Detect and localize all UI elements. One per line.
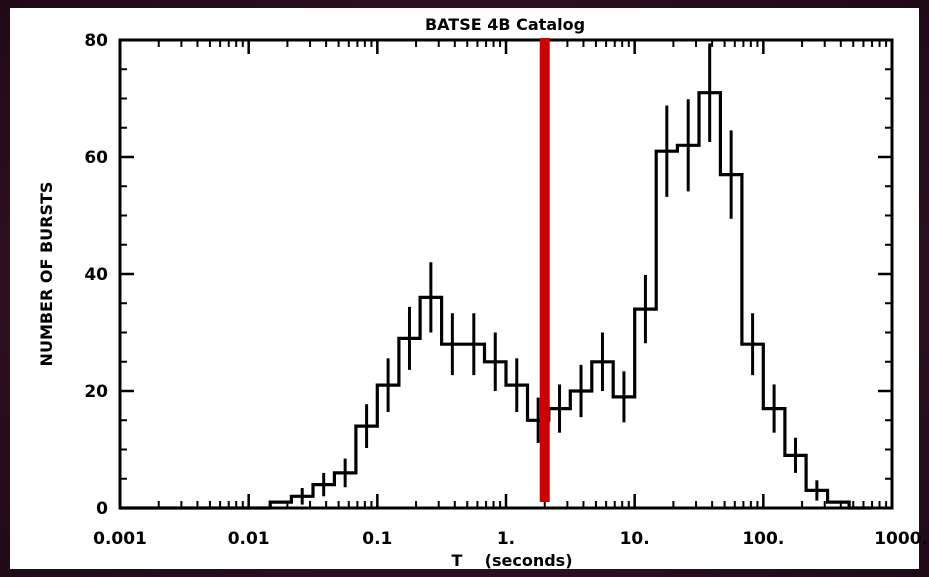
chart-title: BATSE 4B Catalog: [425, 15, 585, 34]
y-tick-label: 20: [84, 382, 108, 402]
histogram-step-line: [120, 91, 871, 510]
plot-frame: [118, 38, 894, 510]
y-tick-label: 0: [96, 499, 108, 519]
y-axis-label: NUMBER OF BURSTS: [37, 182, 56, 367]
x-tick-label: 0.01: [228, 529, 270, 549]
x-tick-label: 0.001: [93, 529, 147, 549]
x-axis-label: T (seconds): [451, 551, 572, 570]
x-tick-label: 100.: [742, 529, 784, 549]
y-tick-label: 80: [84, 31, 108, 51]
chart-panel: [10, 8, 919, 569]
x-tick-label: 0.1: [362, 529, 392, 549]
x-tick-label: 1000.: [874, 529, 928, 549]
y-tick-label: 60: [84, 148, 108, 168]
x-tick-label: 10.: [620, 529, 650, 549]
x-tick-label: 1.: [497, 529, 515, 549]
y-tick-label: 40: [84, 265, 108, 285]
